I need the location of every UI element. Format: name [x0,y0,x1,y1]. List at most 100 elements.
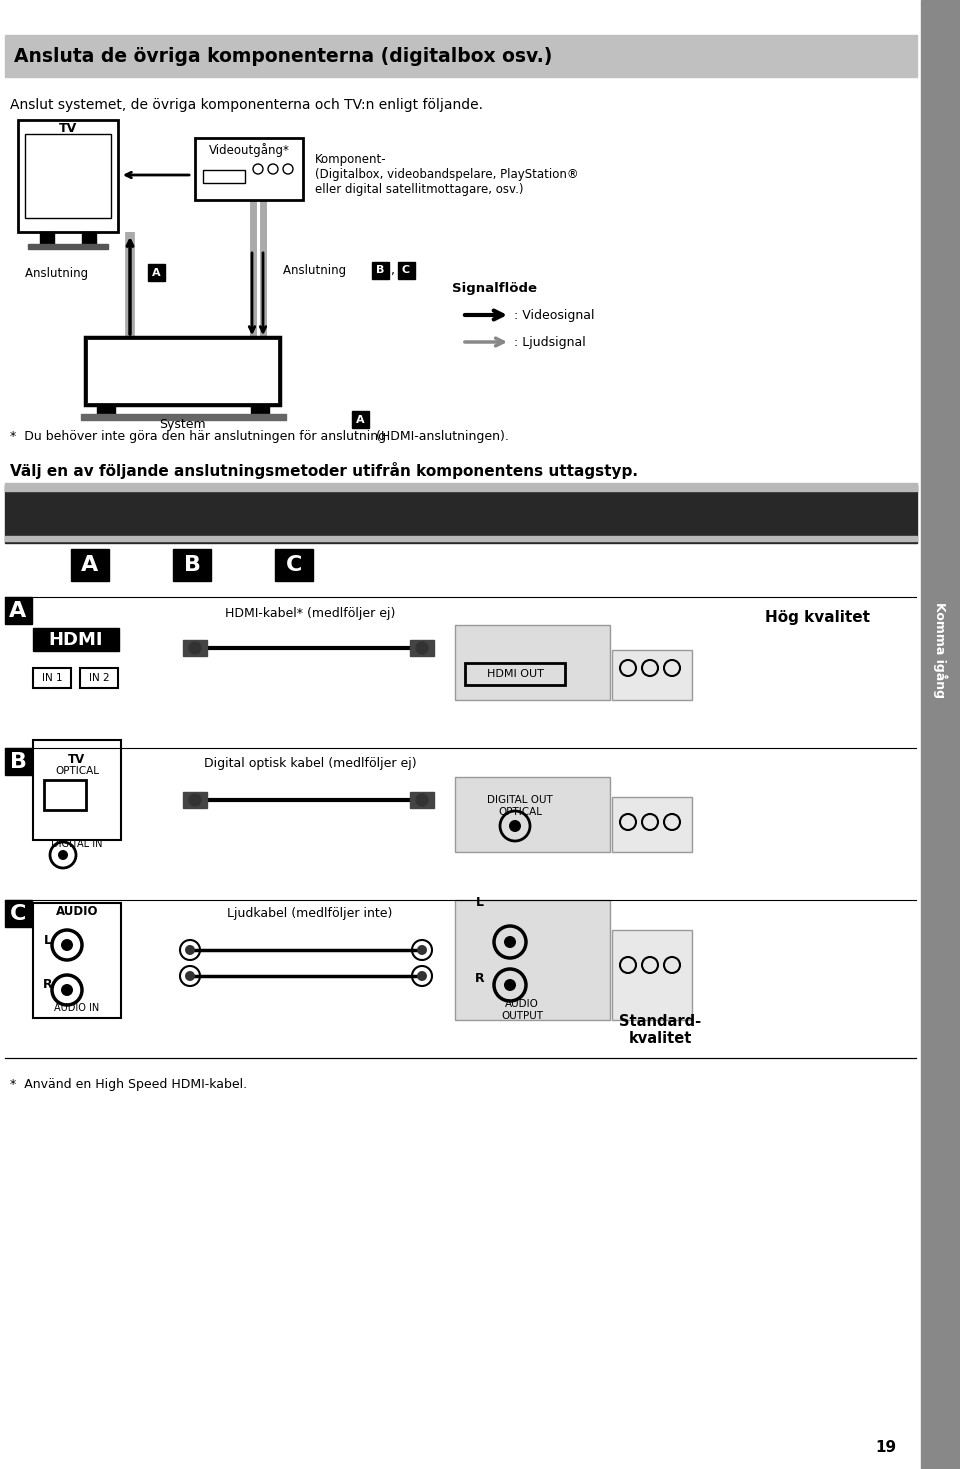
Bar [5,748,32,776]
Text: TV: TV [68,754,85,765]
Bar [5,900,32,927]
Bar [5,536,917,541]
Bar [80,668,118,687]
Text: Välj en av följande anslutningsmetoder utifrån komponentens uttagstyp.: Välj en av följande anslutningsmetoder u… [10,461,638,479]
Circle shape [189,642,201,654]
Text: DIGITAL OUT
OPTICAL: DIGITAL OUT OPTICAL [487,795,553,817]
Bar [410,792,434,808]
Text: AUDIO
OUTPUT: AUDIO OUTPUT [501,999,543,1021]
Text: System: System [158,419,205,430]
Text: *  Använd en High Speed HDMI-kabel.: * Använd en High Speed HDMI-kabel. [10,1078,247,1091]
Text: B: B [375,264,384,275]
Bar [5,596,32,624]
Text: ,: , [391,263,395,276]
Text: Ljudkabel (medlföljer inte): Ljudkabel (medlföljer inte) [228,906,393,920]
Text: R: R [475,971,485,984]
Bar [203,170,245,184]
Text: : Ljudsignal: : Ljudsignal [514,335,586,348]
Text: Standard-
kvalitet: Standard- kvalitet [619,1014,701,1046]
Text: A: A [82,555,99,574]
Bar [33,629,119,651]
Text: OPTICAL: OPTICAL [55,765,99,776]
Bar [921,0,960,1469]
Text: HDMI-kabel* (medlföljer ej): HDMI-kabel* (medlföljer ej) [225,607,396,620]
Bar [5,35,917,76]
Bar [612,649,692,701]
Bar [275,549,313,582]
Text: C: C [10,903,26,924]
Bar [455,900,610,1019]
Text: TV: TV [59,122,77,135]
Bar [97,405,115,416]
Text: *  Du behöver inte göra den här anslutningen för anslutning: * Du behöver inte göra den här anslutnin… [10,430,390,444]
Bar [87,339,278,403]
Bar [28,244,108,250]
Bar [251,405,269,416]
Text: Komma igång: Komma igång [933,602,948,698]
Text: HDMI: HDMI [49,632,104,649]
Bar [183,640,207,657]
Circle shape [504,978,516,992]
Circle shape [189,795,201,806]
Text: Anslutning: Anslutning [25,266,92,279]
Circle shape [185,971,195,981]
Bar [81,414,286,420]
Circle shape [61,939,73,950]
Text: DIGITAL IN: DIGITAL IN [51,839,103,849]
Bar [455,624,610,701]
Circle shape [509,820,521,831]
Text: L: L [476,896,484,908]
Text: Anslutning: Anslutning [283,263,349,276]
Bar [33,903,121,1018]
Text: IN 2: IN 2 [88,673,109,683]
Bar [82,232,96,245]
Text: A: A [356,416,364,425]
Text: 19: 19 [875,1440,896,1454]
Bar [44,780,86,809]
Text: Hög kvalitet: Hög kvalitet [765,610,870,624]
Text: A: A [152,267,160,278]
Bar [5,485,917,544]
Text: B: B [10,752,27,773]
Bar [410,640,434,657]
Text: B: B [183,555,201,574]
Bar [33,740,121,840]
Circle shape [416,642,428,654]
Bar [372,261,389,279]
Circle shape [417,945,427,955]
Bar [195,138,303,200]
Text: L: L [44,933,52,946]
Bar [5,483,917,491]
Bar [25,134,111,217]
Text: Anslut systemet, de övriga komponenterna och TV:n enligt följande.: Anslut systemet, de övriga komponenterna… [10,98,483,112]
Bar [455,777,610,852]
Circle shape [417,971,427,981]
Bar [352,411,369,427]
Circle shape [61,984,73,996]
Bar [183,792,207,808]
Text: AUDIO: AUDIO [56,905,98,918]
Bar [33,668,71,687]
Bar [148,264,165,281]
Circle shape [185,945,195,955]
Text: Signalflöde: Signalflöde [452,282,537,294]
Circle shape [58,851,68,859]
Text: C: C [402,264,410,275]
Bar [612,798,692,852]
Text: A: A [10,601,27,621]
Text: : Videosignal: : Videosignal [514,308,594,322]
Bar [85,336,280,405]
Bar [18,120,118,232]
Bar [40,232,54,245]
Text: AUDIO IN: AUDIO IN [55,1003,100,1014]
Circle shape [416,795,428,806]
Text: IN 1: IN 1 [41,673,62,683]
Bar [398,261,415,279]
Text: C: C [286,555,302,574]
Text: R: R [43,978,53,992]
Text: Videoutgång*: Videoutgång* [208,142,289,157]
Text: HDMI OUT: HDMI OUT [487,668,543,679]
Text: Digital optisk kabel (medlföljer ej): Digital optisk kabel (medlföljer ej) [204,757,417,770]
Bar [71,549,109,582]
Circle shape [504,936,516,948]
